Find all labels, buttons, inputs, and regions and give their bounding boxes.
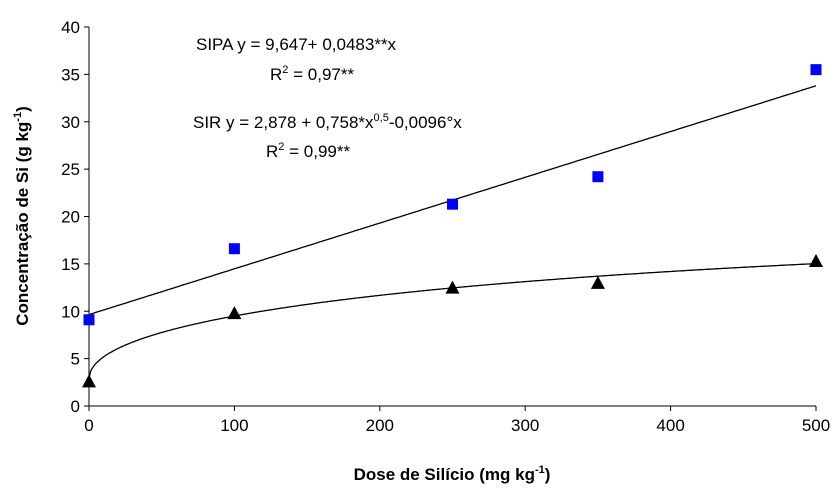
x-tick-label: 200 [366,416,394,435]
annotation-part: SIR y = 2,878 + 0,758*x [193,113,374,132]
annotation: SIPA y = 9,647+ 0,0483**x [196,35,397,54]
x-tick-label: 400 [656,416,684,435]
point [447,198,458,210]
y-tick-label: 10 [61,302,80,321]
y-tick-label: 40 [61,18,80,37]
y-tick-label: 35 [61,65,80,84]
point [810,64,822,76]
y-axis-label-part: ) [13,106,32,112]
annotation: R2 = 0,97** [270,64,354,84]
x-axis-label-part: ) [545,465,551,484]
x-tick-label: 0 [84,416,93,435]
y-tick-label: 25 [61,160,80,179]
x-tick-label: 300 [511,416,539,435]
annotation-part: -0,0096°x [389,113,462,132]
annotation-part: 2 [282,64,288,76]
y-tick-label: 5 [71,350,80,369]
y-tick-label: 30 [61,113,80,132]
x-axis-label-part: -1 [535,464,545,476]
point [227,306,242,320]
y-tick-label: 0 [71,397,80,416]
annotation-part: R [266,142,278,161]
annotation-part: = 0,97** [288,65,354,84]
x-tick-label: 100 [220,416,248,435]
annotation: R2 = 0,99** [266,141,350,161]
annotation-part: = 0,99** [284,142,350,161]
y-axis-label-part: -1 [12,112,24,122]
annotation-part: SIPA y = 9,647+ 0,0483**x [196,35,397,54]
y-tick-label: 15 [61,255,80,274]
point [592,171,604,183]
annotation-part: 2 [278,141,284,153]
annotation: SIR y = 2,878 + 0,758*x0,5-0,0096°x [193,112,462,132]
y-axis-label: Concentração de Si (g kg-1) [12,106,32,326]
point [83,314,95,326]
point [82,374,96,388]
annotation-part: R [270,65,282,84]
x-axis-label-part: Dose de Silício (mg kg [354,465,535,484]
x-tick-label: 500 [802,416,830,435]
point [809,254,823,268]
point [590,275,605,289]
x-axis-label: Dose de Silício (mg kg-1) [354,464,551,484]
point [228,243,240,255]
y-axis-label-part: Concentração de Si (g kg [13,122,32,326]
point [445,280,460,294]
annotation-part: 0,5 [374,112,389,124]
y-tick-label: 20 [61,208,80,227]
